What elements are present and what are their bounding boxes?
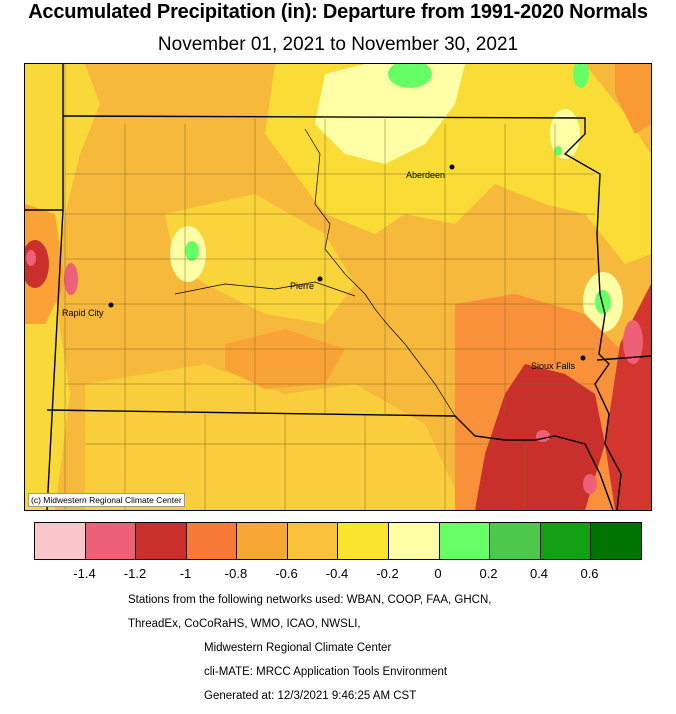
legend-tick-labels: -1.4 -1.2 -1 -0.8 -0.6 -0.4 -0.2 0 0.2 0.4 0.6 — [34, 566, 640, 582]
precipitation-map: Aberdeen Pierre Rapid City Sioux Falls (… — [24, 63, 652, 511]
city-pierre: Pierre — [290, 276, 323, 291]
legend-tick-label: 0.6 — [580, 566, 599, 581]
pink-spot-east — [623, 320, 643, 364]
footer-line: Generated at: 12/3/2021 9:46:25 AM CST — [204, 690, 417, 702]
lightyellow-region-north — [315, 64, 465, 164]
legend-swatch — [186, 523, 238, 559]
legend-tick-label: -0.6 — [275, 566, 298, 581]
city-rapid-city: Rapid City — [62, 302, 114, 318]
green-spot-north — [388, 64, 432, 88]
pink-spot-southeast — [583, 474, 597, 494]
city-sioux-falls: Sioux Falls — [531, 355, 586, 371]
map-canvas: Aberdeen Pierre Rapid City Sioux Falls — [25, 64, 651, 510]
legend-tick-label: 0.2 — [479, 566, 498, 581]
legend-tick-label: -1 — [179, 566, 192, 581]
legend-swatch — [389, 523, 440, 559]
footer-line: Stations from the following networks use… — [128, 594, 492, 606]
green-spot-ne — [573, 64, 589, 88]
city-label: Aberdeen — [406, 170, 445, 180]
copyright-credit: (c) Midwestern Regional Climate Center — [28, 493, 185, 507]
legend-swatch — [136, 523, 187, 559]
legend-swatch — [591, 523, 641, 559]
date-range-subtitle: November 01, 2021 to November 30, 2021 — [157, 34, 519, 55]
city-label: Pierre — [290, 281, 314, 291]
legend-swatch — [35, 523, 86, 559]
city-aberdeen: Aberdeen — [406, 164, 455, 180]
pink-spot-west — [26, 250, 36, 266]
state-boundaries — [25, 64, 651, 510]
city-marker — [580, 355, 586, 361]
city-label: Sioux Falls — [531, 361, 576, 371]
yellow-region-west — [25, 64, 100, 510]
county-boundaries — [64, 64, 595, 510]
red-spot-rapid — [64, 263, 78, 295]
city-marker — [108, 302, 114, 308]
legend-swatch — [338, 523, 390, 559]
legend-tick-label: -0.4 — [325, 566, 349, 581]
pink-spot-south — [536, 430, 550, 442]
legend-tick-label: -1.4 — [73, 566, 96, 581]
city-label: Rapid City — [62, 308, 104, 318]
city-marker — [449, 164, 455, 170]
yellow-region-south — [85, 364, 465, 510]
legend-swatch — [439, 523, 491, 559]
green-spot-ne-small — [554, 146, 562, 156]
legend-tick-label: -0.2 — [376, 566, 399, 581]
green-spot-center — [185, 241, 199, 261]
legend-swatch — [237, 523, 288, 559]
map-title: Accumulated Precipitation (in): Departur… — [28, 1, 648, 23]
legend-tick-label: 0 — [434, 566, 442, 581]
footer-notes: Stations from the following networks use… — [128, 582, 491, 714]
legend-swatch — [85, 523, 137, 559]
rivers — [174, 128, 456, 417]
legend-swatch — [540, 523, 592, 559]
legend-swatch — [287, 523, 339, 559]
legend-tick-label: 0.4 — [529, 566, 549, 581]
color-legend — [34, 522, 642, 560]
legend-swatch — [490, 523, 541, 559]
city-marker — [317, 276, 323, 282]
orange-region-northeast — [615, 64, 651, 134]
footer-line: cli-MATE: MRCC Application Tools Environ… — [204, 666, 448, 678]
legend-tick-label: -1.2 — [123, 566, 147, 581]
footer-line: ThreadEx, CoCoRaHS, WMO, ICAO, NWSLI, — [128, 618, 361, 630]
legend-tick-label: -0.8 — [224, 566, 248, 581]
green-spot-east — [595, 290, 611, 314]
